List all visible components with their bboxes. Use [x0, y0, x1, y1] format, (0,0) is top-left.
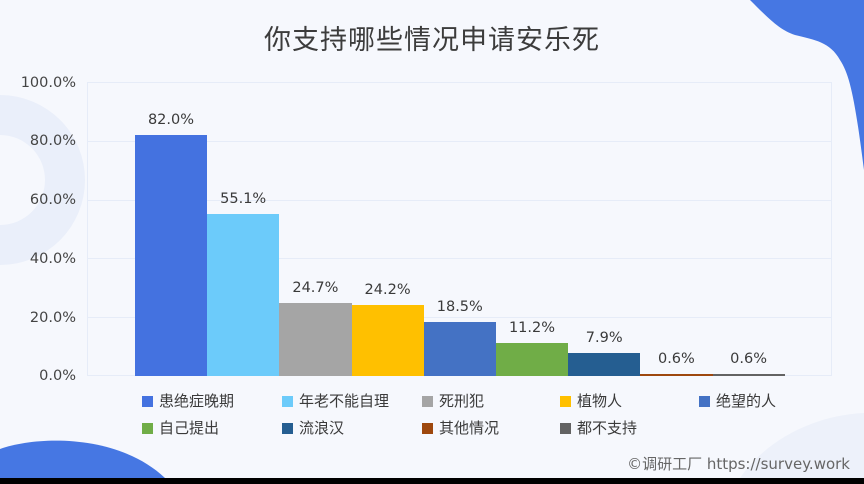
y-tick-100: 100.0%: [20, 75, 76, 91]
left-ring-decoration: [0, 95, 85, 265]
legend-swatch-icon: [142, 422, 153, 434]
legend-label: 绝望的人: [716, 392, 777, 410]
chart-title: 你支持哪些情况申请安乐死: [264, 25, 600, 56]
bottom-right-arc-decoration: [740, 413, 864, 478]
bar-label: 0.6%: [657, 351, 695, 367]
bar-death-row-prisoner: [279, 303, 352, 376]
legend-label: 都不支持: [577, 419, 638, 437]
legend-swatch-icon: [699, 395, 710, 407]
legend-label: 自己提出: [159, 419, 220, 437]
legend-label: 死刑犯: [439, 392, 485, 410]
bar-label: 24.7%: [292, 280, 339, 297]
gridline-40: [87, 258, 832, 259]
legend-item-desperate[interactable]: 绝望的人: [699, 392, 776, 410]
legend-item-homeless[interactable]: 流浪汉: [282, 419, 344, 437]
legend-label: 植物人: [577, 392, 623, 410]
legend-item-elderly[interactable]: 年老不能自理: [282, 392, 389, 410]
legend-item-terminal-illness[interactable]: 患绝症晚期: [142, 392, 234, 410]
y-tick-40: 40.0%: [29, 251, 76, 267]
legend-swatch-icon: [282, 422, 293, 434]
gridline-80: [87, 141, 832, 142]
bar-label: 55.1%: [220, 191, 267, 207]
bar-other: [640, 374, 713, 376]
bottom-left-blob-decoration: [0, 440, 165, 478]
bar-elderly-unable-self-care: [207, 214, 280, 376]
bar-none-supported: [712, 374, 785, 376]
legend-label: 流浪汉: [299, 419, 345, 437]
legend-swatch-icon: [142, 395, 153, 407]
gridline-60: [87, 200, 832, 201]
bar-label: 0.6%: [730, 351, 768, 367]
legend-item-self-request[interactable]: 自己提出: [142, 419, 219, 437]
legend-swatch-icon: [422, 422, 433, 434]
bar-homeless: [568, 352, 641, 376]
legend-swatch-icon: [560, 422, 571, 434]
bar-label: 18.5%: [436, 298, 483, 315]
y-tick-20: 20.0%: [29, 310, 76, 326]
bar-self-request: [496, 343, 569, 376]
bar-label: 7.9%: [585, 329, 623, 346]
footer-credit: ©调研工厂 https://survey.work: [627, 455, 850, 473]
gridline-20: [87, 317, 832, 318]
bar-desperate-people: [423, 321, 496, 376]
y-tick-60: 60.0%: [29, 192, 76, 208]
bar-vegetative-state: [351, 304, 424, 376]
bar-label: 11.2%: [508, 320, 556, 337]
legend-item-other[interactable]: 其他情况: [422, 419, 499, 437]
legend-swatch-icon: [560, 395, 571, 407]
legend-swatch-icon: [282, 395, 293, 407]
bar-terminal-illness: [135, 134, 208, 376]
legend-item-vegetative[interactable]: 植物人: [560, 392, 622, 410]
legend-label: 年老不能自理: [299, 392, 390, 410]
legend-swatch-icon: [422, 395, 433, 407]
y-tick-0: 0.0%: [39, 368, 76, 384]
legend-label: 其他情况: [439, 419, 500, 437]
legend-label: 患绝症晚期: [159, 392, 235, 410]
y-tick-80: 80.0%: [29, 133, 76, 149]
legend-item-death-row[interactable]: 死刑犯: [422, 392, 484, 410]
bar-label: 24.2%: [364, 281, 411, 298]
top-right-blob-decoration: [750, 0, 864, 170]
legend-item-none[interactable]: 都不支持: [560, 419, 637, 437]
bar-label: 82.0%: [147, 111, 195, 128]
